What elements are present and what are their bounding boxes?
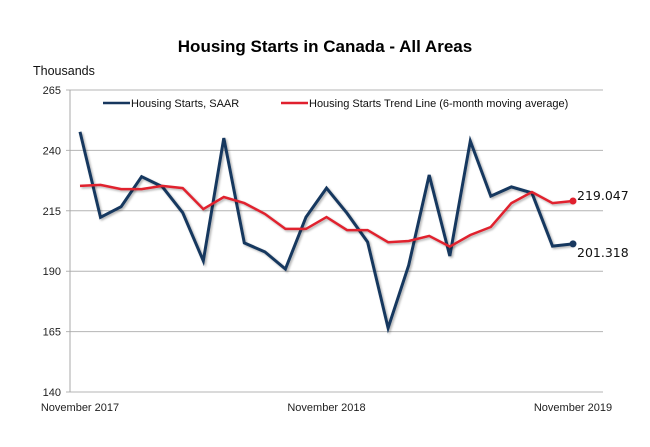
y-tick-labels: 140 165 190 215 240 265 <box>43 85 61 399</box>
end-label-saar: 201.318 <box>577 245 629 260</box>
series-lines <box>78 131 577 334</box>
x-tick-label: November 2018 <box>287 402 365 414</box>
chart-title: Housing Starts in Canada - All Areas <box>178 37 472 56</box>
series-line-saar <box>78 131 574 334</box>
legend: Housing Starts, SAAR Housing Starts Tren… <box>103 98 568 110</box>
gridlines <box>66 89 603 393</box>
data-point-trend <box>569 197 577 205</box>
y-tick-label: 165 <box>43 327 61 339</box>
y-tick-label: 215 <box>43 206 61 218</box>
x-tick-labels: November 2017 November 2018 November 2019 <box>41 402 612 414</box>
y-axis-label: Thousands <box>33 64 95 78</box>
data-point-saar <box>569 240 577 248</box>
end-label-trend: 219.047 <box>577 188 629 203</box>
x-tick-label: November 2017 <box>41 402 119 414</box>
x-tick-label: November 2019 <box>534 402 612 414</box>
y-tick-label: 190 <box>43 266 61 278</box>
y-tick-label: 265 <box>43 85 61 97</box>
legend-label-trend: Housing Starts Trend Line (6-month movin… <box>309 98 568 110</box>
series-line-trend <box>79 183 574 249</box>
y-tick-label: 240 <box>43 145 61 157</box>
legend-label-saar: Housing Starts, SAAR <box>131 98 239 110</box>
y-tick-label: 140 <box>43 387 61 399</box>
